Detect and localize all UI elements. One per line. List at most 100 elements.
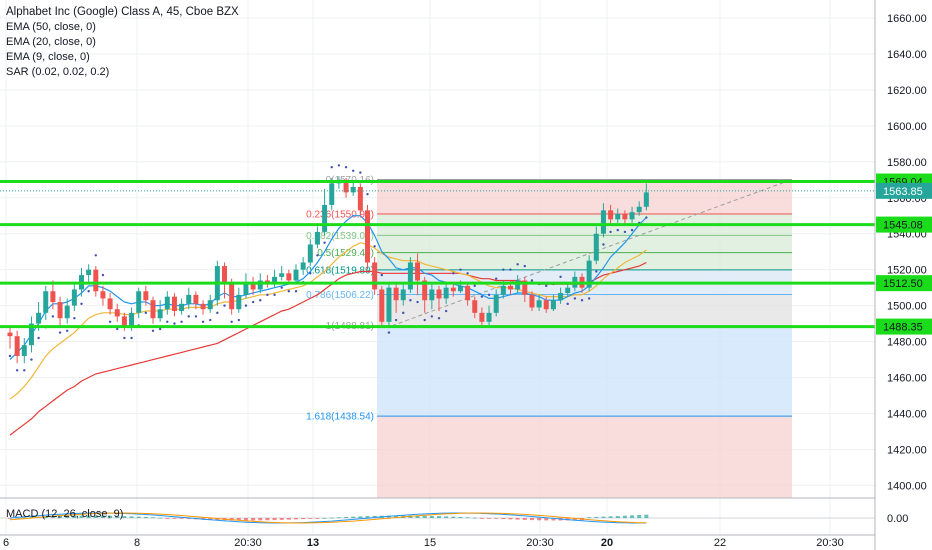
sar-dot [344,165,348,169]
candle-body [28,323,34,346]
candle-body [164,296,170,310]
sar-dot [602,243,605,246]
candle-body [200,303,206,310]
sar-dot [180,320,183,324]
sar-dot [223,304,226,307]
candle-body [14,336,20,356]
macd-histogram-bar [494,518,499,519]
sar-dot [237,318,240,322]
x-axis-tick-label: 13 [307,537,319,549]
sar-dot [630,228,634,232]
candle-body [86,269,92,276]
x-axis-tick-label: 6 [3,537,9,549]
macd-histogram-bar [236,518,241,521]
sar-dot [495,277,498,280]
sar-dot [201,320,205,324]
candle-body [393,287,399,301]
macd-histogram-bar [301,518,306,520]
macd-histogram-bar [422,515,427,518]
candle-body [436,289,442,299]
sar-dot [144,311,148,315]
sar-dot [444,309,448,313]
candle-body [600,210,606,234]
macd-histogram-bar [272,518,277,521]
macd-histogram-bar [251,518,256,521]
sar-dot [216,311,219,315]
study-ema20-label[interactable]: EMA (20, close, 0) [6,36,96,48]
candle-body [114,309,120,317]
sar-dot [609,230,612,234]
price-axis-bg [875,0,932,550]
x-axis-tick-label: 20 [601,537,613,549]
study-ema50-label[interactable]: EMA (50, close, 0) [6,21,96,33]
sar-dot [516,263,519,266]
macd-histogram-bar [294,518,298,520]
candle-body [379,289,385,322]
level-price-label: 1512.50 [883,278,923,290]
x-axis-tick-label: 15 [424,537,436,549]
symbol-title: Alphabet Inc (Google) Class A, 45, Cboe … [6,6,239,18]
sar-dot [230,320,233,324]
sar-dot [266,293,269,297]
candle-body [286,273,292,281]
y-axis-tick-label: 1500.00 [887,301,927,313]
sar-dot [337,164,341,167]
candle-body [415,262,421,281]
macd-histogram-bar [394,515,399,518]
candle-body [615,213,621,220]
sar-dot [30,358,33,361]
sar-dot [566,302,569,306]
sar-dot [316,254,319,257]
sar-dot [573,297,577,300]
candle-body [21,345,27,356]
level-price-box [876,275,932,292]
sar-dot [80,302,83,306]
study-ema9-label[interactable]: EMA (9, close, 0) [6,51,90,63]
sar-dot [187,315,190,318]
sar-dot [373,245,376,248]
sar-dot [309,272,312,275]
candle-body [57,302,63,319]
candle-body [350,186,356,193]
fib-level-label: 0.786(1506.22) [306,290,374,301]
candle-body [493,294,499,313]
candle-body [329,183,335,205]
macd-histogram-bar [429,515,434,518]
candle-body [550,300,556,310]
candle-body [7,332,13,337]
macd-histogram-bar [344,516,349,518]
macd-histogram-bar [308,518,313,519]
sar-dot [466,272,469,275]
macd-histogram-bar [572,518,577,521]
sar-dot [459,268,462,271]
macd-histogram-bar [522,518,527,520]
sar-dot [51,315,55,318]
candle-body [429,289,435,301]
sar-dot [530,279,534,282]
macd-histogram-bar [601,516,606,518]
fib-level-label: 0.618(1519.89) [306,265,374,276]
candle-body [257,280,263,290]
sar-dot [173,322,176,325]
macd-histogram-bar [501,518,506,520]
candle-body [93,269,99,292]
candle-body [136,291,142,313]
macd-histogram-bar [93,515,98,518]
study-sar-label[interactable]: SAR (0.02, 0.02, 0.2) [6,66,110,78]
candle-body [193,294,199,304]
y-axis-tick-label: 1580.00 [887,157,927,169]
macd-histogram-bar [587,517,592,518]
macd-histogram-bar [444,516,449,518]
sar-dot [473,284,476,288]
candle-body [222,266,227,285]
macd-pane-label[interactable]: MACD (12, 26, close, 9) [6,508,124,520]
sar-dot [437,317,441,320]
current-price-box [876,182,932,199]
macd-histogram-bar [372,515,377,518]
macd-histogram-bar [286,518,291,520]
sar-dot [352,169,355,172]
macd-histogram-bar [487,518,492,519]
candle-body [36,312,42,324]
sar-dot [366,192,369,196]
